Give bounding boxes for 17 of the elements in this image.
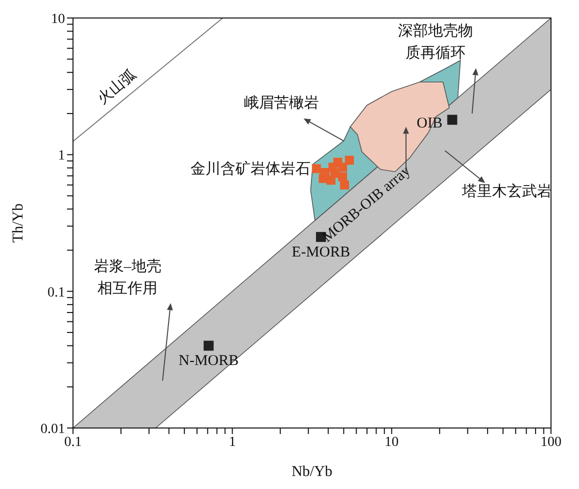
y-tick-label: 10 [51,12,65,27]
annotation: 岩浆–地壳相互作用 [94,258,162,298]
y-tick-label: 0.1 [48,285,65,300]
y-tick-label: 0.01 [40,422,65,437]
text: 峨眉苦橄岩 [244,94,319,112]
x-axis-title: Nb/Yb [292,464,332,480]
text: 火山弧 [94,66,140,108]
y-axis-title: Th/Yb [10,203,26,243]
x-tick-label: 10 [384,434,399,450]
annotation: 深部地壳物质再循环 [398,22,473,62]
x-tick-label: 1 [228,434,236,450]
series-label: 金川含矿岩体岩石 [190,160,311,178]
x-tick-label: 100 [540,434,562,450]
series-label: E-MORB [292,244,350,261]
y-tick-label: 1 [58,148,65,164]
x-tick-label: 0.1 [64,434,82,450]
text: 塔里木玄武岩 [461,182,552,200]
